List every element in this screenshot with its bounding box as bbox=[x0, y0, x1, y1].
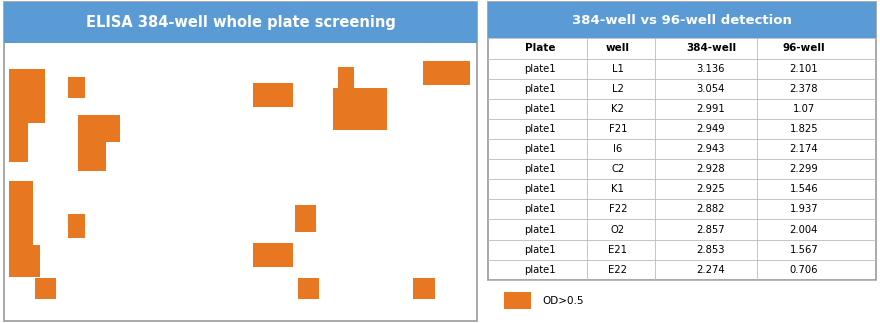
Text: 2.882: 2.882 bbox=[697, 204, 725, 214]
Text: 2.004: 2.004 bbox=[789, 224, 818, 234]
Bar bbox=[69, 214, 84, 238]
Text: plate1: plate1 bbox=[524, 265, 556, 275]
Bar bbox=[9, 123, 28, 162]
Text: 2.943: 2.943 bbox=[697, 144, 725, 154]
Text: 1.546: 1.546 bbox=[789, 184, 818, 194]
Text: well: well bbox=[605, 44, 630, 53]
Text: F21: F21 bbox=[609, 124, 627, 134]
Bar bbox=[253, 83, 293, 107]
Text: I6: I6 bbox=[613, 144, 622, 154]
Text: L1: L1 bbox=[612, 64, 624, 74]
Bar bbox=[338, 67, 355, 88]
Text: 2.101: 2.101 bbox=[789, 64, 818, 74]
Text: plate1: plate1 bbox=[524, 164, 556, 174]
Bar bbox=[9, 181, 33, 245]
Text: 3.054: 3.054 bbox=[697, 84, 725, 94]
Bar bbox=[35, 278, 56, 299]
Text: L2: L2 bbox=[612, 84, 624, 94]
Text: OD>0.5: OD>0.5 bbox=[542, 296, 583, 306]
Text: 2.174: 2.174 bbox=[789, 144, 818, 154]
Text: 2.853: 2.853 bbox=[697, 245, 725, 255]
Text: 2.928: 2.928 bbox=[697, 164, 725, 174]
Bar bbox=[77, 115, 121, 142]
Text: 1.07: 1.07 bbox=[793, 104, 815, 114]
Bar bbox=[503, 292, 531, 309]
Text: 2.274: 2.274 bbox=[697, 265, 725, 275]
Bar bbox=[9, 69, 45, 123]
Text: K2: K2 bbox=[612, 104, 624, 114]
Text: 1.937: 1.937 bbox=[789, 204, 818, 214]
Bar bbox=[297, 278, 319, 299]
Text: 384-well vs 96-well detection: 384-well vs 96-well detection bbox=[572, 14, 792, 26]
Text: plate1: plate1 bbox=[524, 84, 556, 94]
Text: E21: E21 bbox=[608, 245, 627, 255]
Text: 2.299: 2.299 bbox=[789, 164, 818, 174]
Text: 3.136: 3.136 bbox=[697, 64, 725, 74]
Bar bbox=[253, 243, 293, 267]
Text: plate1: plate1 bbox=[524, 104, 556, 114]
Text: plate1: plate1 bbox=[524, 245, 556, 255]
Bar bbox=[69, 77, 84, 98]
Text: 1.825: 1.825 bbox=[789, 124, 818, 134]
Bar bbox=[295, 205, 317, 232]
Text: 384-well: 384-well bbox=[686, 44, 736, 53]
Text: plate1: plate1 bbox=[524, 64, 556, 74]
Text: plate1: plate1 bbox=[524, 224, 556, 234]
Text: E22: E22 bbox=[608, 265, 627, 275]
Text: K1: K1 bbox=[612, 184, 624, 194]
Text: plate1: plate1 bbox=[524, 184, 556, 194]
Bar bbox=[4, 2, 477, 43]
Bar bbox=[414, 278, 435, 299]
Text: 2.857: 2.857 bbox=[697, 224, 725, 234]
Text: O2: O2 bbox=[611, 224, 625, 234]
Text: Plate: Plate bbox=[525, 44, 555, 53]
Bar bbox=[77, 142, 106, 171]
Bar bbox=[9, 245, 40, 276]
Bar bbox=[488, 2, 876, 38]
Text: 96-well: 96-well bbox=[782, 44, 825, 53]
Text: ELISA 384-well whole plate screening: ELISA 384-well whole plate screening bbox=[86, 15, 396, 30]
Text: 2.991: 2.991 bbox=[696, 104, 725, 114]
Text: 1.567: 1.567 bbox=[789, 245, 818, 255]
Text: 2.949: 2.949 bbox=[697, 124, 725, 134]
Text: 0.706: 0.706 bbox=[789, 265, 818, 275]
Text: C2: C2 bbox=[612, 164, 625, 174]
Bar bbox=[333, 88, 387, 130]
Bar bbox=[488, 2, 876, 280]
Text: plate1: plate1 bbox=[524, 124, 556, 134]
Text: plate1: plate1 bbox=[524, 144, 556, 154]
Bar bbox=[423, 61, 470, 85]
Text: F22: F22 bbox=[609, 204, 627, 214]
Text: 2.925: 2.925 bbox=[696, 184, 725, 194]
Text: 2.378: 2.378 bbox=[789, 84, 818, 94]
Text: plate1: plate1 bbox=[524, 204, 556, 214]
